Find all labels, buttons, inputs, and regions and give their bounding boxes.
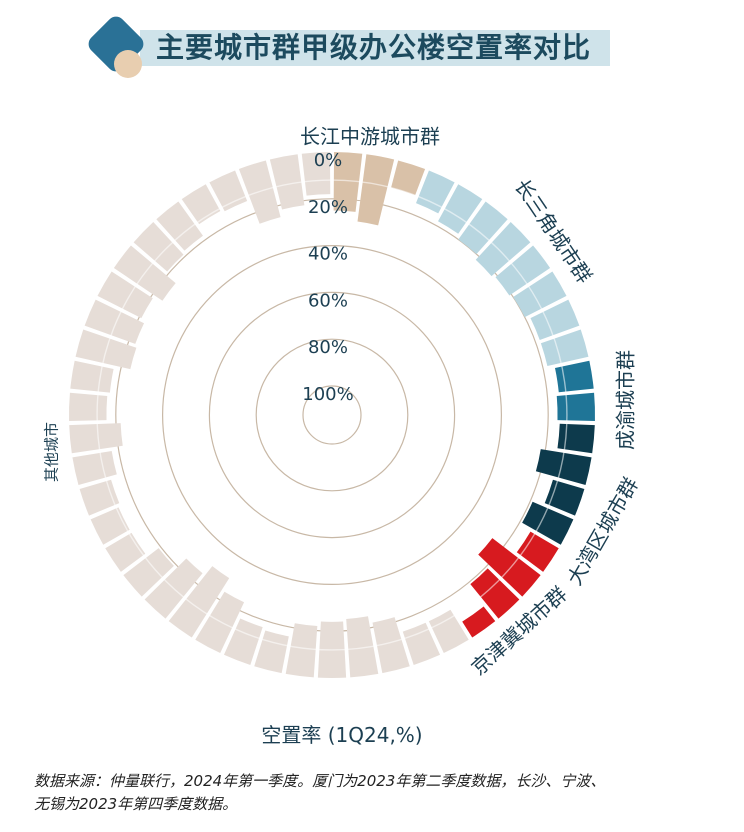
footnote-line-1: 数据来源：仲量联行，2024年第一季度。厦门为2023年第二季度数据，长沙、宁波… xyxy=(34,772,606,790)
bar-inner-guide xyxy=(96,179,568,651)
bar-5-26 xyxy=(209,170,248,212)
bar-5-7 xyxy=(223,618,263,665)
bar-5-1 xyxy=(402,622,441,665)
bar-3-0 xyxy=(557,423,595,454)
tick-label-100: 100% xyxy=(302,384,353,405)
bar-5-24 xyxy=(156,201,203,251)
ring-100 xyxy=(302,385,362,445)
bar-5-28 xyxy=(269,154,305,210)
ring-60 xyxy=(208,291,456,539)
bar-5-11 xyxy=(123,548,174,597)
bar-5-20 xyxy=(84,299,145,344)
group-label-0: 长江中游城市群 xyxy=(300,125,440,149)
title-highlight-bar xyxy=(140,30,610,66)
bar-4-3 xyxy=(462,606,496,638)
bar-1-1 xyxy=(438,184,483,234)
bar-5-23 xyxy=(133,222,184,272)
tick-label-80: 80% xyxy=(308,337,348,358)
bar-5-17 xyxy=(69,392,108,422)
bar-5-21 xyxy=(97,271,153,319)
bar-1-6 xyxy=(530,299,580,340)
tick-label-20: 20% xyxy=(308,197,348,218)
bar-0-1 xyxy=(357,154,395,226)
bar-5-5 xyxy=(285,623,318,678)
logo-circle-icon xyxy=(114,50,142,78)
group-label-5: 其他城市 xyxy=(43,422,61,482)
bar-5-2 xyxy=(372,617,410,674)
bar-4-2 xyxy=(470,568,520,619)
title-block: 主要城市群甲级办公楼空置率对比 xyxy=(0,0,744,90)
bar-3-3 xyxy=(522,501,574,545)
bar-4-0 xyxy=(516,531,559,572)
bar-5-6 xyxy=(254,630,289,674)
bar-0-0 xyxy=(333,152,363,212)
footnote-line-2: 无锡为2023年第四季度数据。 xyxy=(34,795,238,813)
bar-5-16 xyxy=(69,423,123,454)
bar-5-8 xyxy=(195,591,245,654)
bar-2-1 xyxy=(556,392,595,422)
bar-5-0 xyxy=(428,609,469,654)
bar-5-18 xyxy=(70,360,114,393)
bar-3-1 xyxy=(535,449,592,485)
tick-label-40: 40% xyxy=(308,244,348,265)
bar-1-5 xyxy=(513,271,567,318)
bar-1-2 xyxy=(458,201,508,255)
bar-0-2 xyxy=(391,160,426,196)
bar-1-7 xyxy=(540,329,589,367)
bar-4-1 xyxy=(478,538,541,597)
axis-label: 空置率 (1Q24,%) xyxy=(261,723,422,747)
group-label-2: 成渝城市群 xyxy=(614,350,638,450)
bar-2-0 xyxy=(554,360,594,393)
bar-5-15 xyxy=(72,450,117,485)
tick-label-0: 0% xyxy=(314,150,343,171)
bar-1-3 xyxy=(475,222,531,277)
bar-1-4 xyxy=(495,245,551,296)
footnote: 数据来源：仲量联行，2024年第一季度。厦门为2023年第二季度数据，长沙、宁波… xyxy=(34,770,714,816)
bar-1-0 xyxy=(415,170,455,214)
bar-5-9 xyxy=(168,566,230,638)
ring-80 xyxy=(255,338,409,492)
ring-40 xyxy=(162,245,502,585)
chart-title: 主要城市群甲级办公楼空置率对比 xyxy=(156,31,592,64)
bar-5-29 xyxy=(301,152,331,196)
tick-label-60: 60% xyxy=(308,290,348,311)
bar-5-3 xyxy=(346,616,379,678)
